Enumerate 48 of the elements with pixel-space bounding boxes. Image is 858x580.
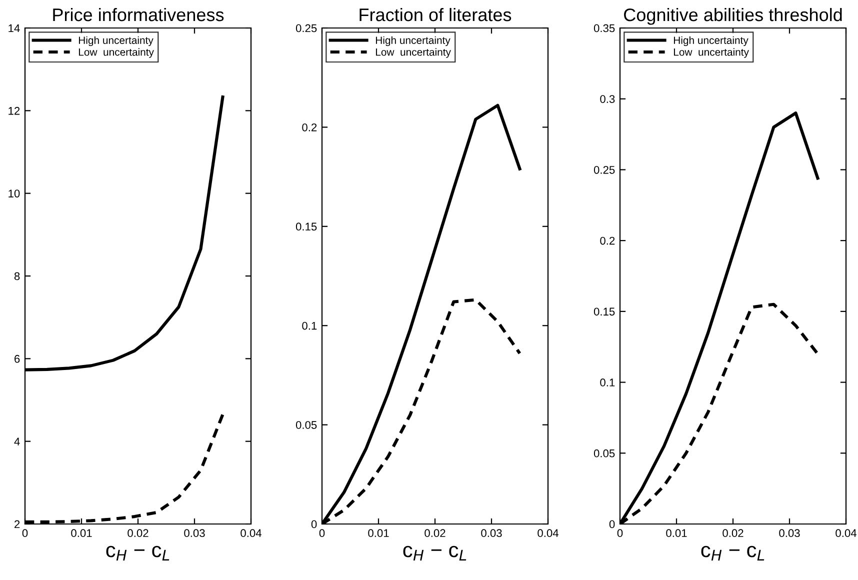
x-axis-title: c$_{H}$ − c$_{L}$ xyxy=(403,546,466,560)
x-tick-label: 0 xyxy=(617,529,623,538)
x-tick-label: 0.04 xyxy=(240,529,262,538)
y-tick-label: 0.1 xyxy=(600,378,615,386)
x-tick-label: 0.01 xyxy=(71,529,92,538)
chart-title: Cognitive abilities threshold xyxy=(624,8,842,25)
x-tick-label: 0.04 xyxy=(538,529,558,538)
legend-label: High uncertainty xyxy=(376,36,450,46)
x-tick-label: 0.02 xyxy=(128,529,148,538)
x-axis-title: c$_{H}$ − c$_{L}$ xyxy=(701,546,764,560)
x-tick-label: 0 xyxy=(22,529,28,538)
y-tick-label: 12 xyxy=(8,106,20,115)
x-tick-label: 0.01 xyxy=(666,529,687,538)
x-tick-label: 0.02 xyxy=(722,529,744,538)
x-tick-label: 0.01 xyxy=(368,529,389,538)
x-tick-label: 0.03 xyxy=(184,529,205,538)
y-tick-label: 8 xyxy=(14,272,20,280)
y-tick-label: 0.05 xyxy=(296,421,317,429)
x-tick-label: 0.03 xyxy=(779,529,800,538)
y-tick-label: 6 xyxy=(14,354,20,363)
legend-label: High uncertainty xyxy=(78,36,154,46)
y-tick-label: 0.2 xyxy=(302,123,317,132)
legend-label: Low uncertainty xyxy=(674,48,749,58)
y-tick-label: 0.2 xyxy=(600,236,615,245)
y-tick-label: 0.15 xyxy=(594,308,615,316)
y-tick-label: 4 xyxy=(14,438,20,446)
legend-label: Low uncertainty xyxy=(376,48,451,58)
x-tick-label: 0.03 xyxy=(481,529,502,538)
y-tick-label: 0.25 xyxy=(296,24,317,32)
y-tick-label: 0.1 xyxy=(302,322,317,330)
y-tick-label: 0.05 xyxy=(594,449,615,458)
chart-title: Fraction of literates xyxy=(360,8,512,22)
legend-label: Low uncertainty xyxy=(78,48,154,58)
y-tick-label: 0.3 xyxy=(600,95,615,103)
y-tick-label: 0.25 xyxy=(594,166,615,174)
y-tick-label: 0 xyxy=(609,520,615,528)
x-tick-label: 0 xyxy=(319,529,325,538)
x-tick-label: 0.04 xyxy=(836,529,856,538)
y-tick-label: 0.15 xyxy=(296,222,317,231)
y-tick-label: 2 xyxy=(14,520,20,528)
x-axis-title: c$_{H}$ − c$_{L}$ xyxy=(106,546,170,560)
y-tick-label: 0.35 xyxy=(594,24,615,32)
legend-label: High uncertainty xyxy=(674,36,748,46)
y-tick-label: 0 xyxy=(311,520,317,528)
x-tick-label: 0.02 xyxy=(424,529,446,538)
y-tick-label: 14 xyxy=(8,24,20,32)
y-tick-label: 10 xyxy=(8,190,20,198)
chart-title: Price informativeness xyxy=(53,8,224,22)
